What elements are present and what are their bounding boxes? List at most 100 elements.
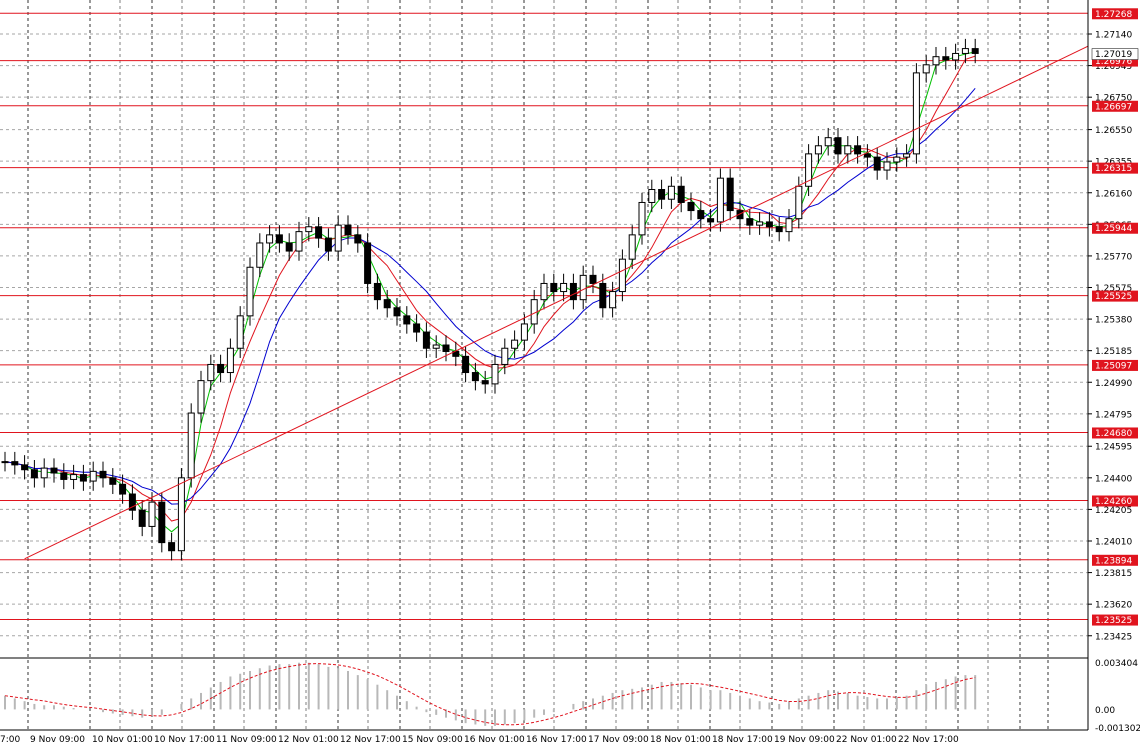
candle-body-86	[844, 145, 852, 155]
candle-body-83	[814, 145, 822, 155]
candle-body-77	[756, 221, 764, 226]
time-tick-label-5: 12 Nov 01:00	[278, 735, 339, 745]
level-label-bg-7	[1092, 427, 1138, 439]
candle-body-11	[109, 477, 117, 485]
candle-body-22	[217, 363, 225, 374]
candle-body-44	[432, 344, 440, 349]
candle-body-72	[707, 218, 715, 223]
candle-body-69	[677, 185, 685, 203]
candle-body-2	[21, 464, 29, 471]
candle-body-93	[912, 72, 920, 155]
candle-body-0	[1, 461, 9, 464]
candle-body-91	[893, 156, 901, 163]
candle-body-80	[785, 218, 793, 233]
candle-body-9	[89, 470, 97, 482]
candle-body-68	[667, 185, 675, 200]
candle-body-89	[873, 156, 881, 171]
candle-body-28	[275, 234, 283, 244]
candle-body-23	[226, 347, 234, 374]
time-tick-label-7: 15 Nov 09:00	[402, 735, 463, 745]
moving-averages	[4, 51, 976, 533]
candle-body-71	[697, 210, 705, 220]
price-tick-label-10: 1.25185	[1095, 347, 1132, 357]
trendline-line	[24, 45, 1089, 560]
candle-body-55	[540, 282, 548, 301]
ma-mid-line	[4, 55, 976, 522]
candle-body-42	[413, 323, 421, 333]
price-tick-label-17: 1.23815	[1095, 569, 1132, 579]
candle-body-76	[746, 218, 754, 226]
candle-body-17	[168, 542, 176, 552]
candle-body-51	[501, 347, 509, 365]
indicator-tick-label-1: 0.00	[1095, 706, 1115, 716]
indicator-tick-label-2: -0.001302	[1095, 724, 1140, 734]
candle-body-39	[383, 299, 391, 309]
candle-body-5	[50, 467, 58, 474]
candle-body-50	[491, 363, 499, 385]
candle-body-96	[942, 56, 950, 61]
candle-body-81	[795, 185, 803, 220]
ma-slow-line	[4, 87, 976, 505]
time-tick-label-4: 11 Nov 09:00	[216, 735, 277, 745]
candle-body-61	[599, 282, 607, 309]
level-label-3: 1.26315	[1095, 164, 1132, 174]
candle-body-67	[658, 189, 666, 200]
candle-body-53	[520, 323, 528, 341]
candle-body-65	[638, 201, 646, 236]
candle-body-56	[550, 282, 558, 293]
time-tick-label-12: 18 Nov 17:00	[712, 735, 773, 745]
candle-body-4	[40, 467, 48, 479]
candle-body-33	[324, 237, 332, 252]
level-label-4: 1.25944	[1095, 224, 1132, 234]
price-tick-label-13: 1.24595	[1095, 443, 1132, 453]
time-tick-label-14: 22 Nov 01:00	[836, 735, 897, 745]
price-tick-label-3: 1.26550	[1095, 126, 1132, 136]
time-tick-label-15: 22 Nov 17:00	[898, 735, 959, 745]
candle-body-25	[246, 266, 254, 317]
price-tick-label-1: 1.26945	[1095, 62, 1132, 72]
time-tick-label-1: 9 Nov 09:00	[30, 735, 85, 745]
candle-body-34	[334, 224, 342, 252]
candle-body-98	[961, 48, 969, 54]
price-tick-label-18: 1.23620	[1095, 601, 1132, 611]
candle-body-66	[648, 189, 656, 203]
candle-body-10	[99, 470, 107, 479]
current-price-bg	[1091, 48, 1139, 60]
price-tick-label-5: 1.26160	[1095, 189, 1132, 199]
candle-body-58	[569, 282, 577, 301]
price-tick-label-0: 1.27140	[1095, 31, 1132, 41]
candle-body-73	[716, 177, 724, 223]
level-label-bg-0	[1092, 8, 1138, 20]
candle-body-97	[952, 52, 960, 61]
candle-body-1	[11, 461, 19, 466]
candle-body-38	[373, 282, 381, 301]
candle-body-32	[315, 226, 323, 239]
candle-body-64	[628, 234, 636, 260]
candle-body-49	[481, 380, 489, 385]
candle-body-79	[775, 226, 783, 233]
candle-body-7	[70, 474, 78, 480]
time-tick-label-10: 17 Nov 09:00	[588, 735, 649, 745]
level-label-10: 1.23525	[1095, 616, 1132, 626]
price-tick-label-15: 1.24205	[1095, 506, 1132, 516]
candle-body-87	[854, 145, 862, 155]
price-tick-label-8: 1.25575	[1095, 284, 1132, 294]
price-tick-label-16: 1.24010	[1095, 537, 1132, 547]
candle-body-31	[305, 226, 313, 233]
level-label-bg-9	[1092, 554, 1138, 566]
candle-body-19	[187, 412, 195, 479]
level-label-2: 1.26697	[1095, 102, 1132, 112]
grid	[0, 0, 1088, 730]
candle-body-74	[726, 177, 734, 212]
level-label-bg-10	[1092, 614, 1138, 626]
candle-body-48	[471, 372, 479, 382]
candle-body-14	[138, 509, 146, 527]
candle-body-47	[462, 355, 470, 374]
level-label-6: 1.25097	[1095, 361, 1132, 371]
level-label-9: 1.23894	[1095, 556, 1132, 566]
candle-body-59	[579, 274, 587, 301]
indicator-tick-label-0: 0.003404	[1095, 659, 1138, 669]
price-tick-label-14: 1.24400	[1095, 474, 1132, 484]
candle-body-92	[903, 153, 911, 158]
